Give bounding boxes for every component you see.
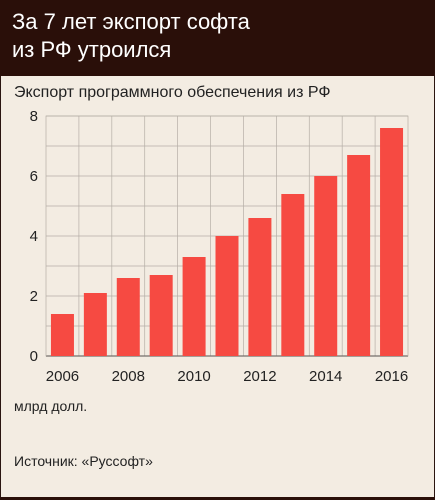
y-tick-label: 8	[30, 108, 38, 125]
x-tick-label: 2014	[309, 368, 342, 385]
x-axis-ticks: 2006 2008 2010 2012 2014 2016	[46, 368, 408, 385]
source-note: Источник: «Руссофт»	[14, 453, 153, 469]
y-tick-label: 0	[30, 348, 38, 365]
bar-2013	[281, 194, 305, 356]
chart-title: Экспорт программного обеспечения из РФ	[14, 84, 331, 101]
x-tick-label: 2008	[112, 368, 145, 385]
bar-2014	[314, 176, 338, 356]
bar-2008	[116, 278, 140, 356]
bar-2010	[182, 257, 206, 356]
title-line-2: из РФ утроился	[12, 37, 172, 62]
bar-2016	[380, 128, 404, 356]
x-tick-label: 2012	[243, 368, 276, 385]
header-band: За 7 лет экспорт софта из РФ утроился	[0, 0, 435, 76]
bar-2015	[347, 155, 371, 356]
y-axis-unit-label: млрд долл.	[14, 398, 88, 414]
bar-2007	[83, 293, 107, 356]
footer-rule	[0, 497, 435, 500]
bar-2012	[248, 218, 272, 356]
y-tick-label: 4	[30, 228, 38, 245]
bar-2009	[149, 275, 173, 356]
x-tick-label: 2016	[375, 368, 408, 385]
x-tick-label: 2006	[46, 368, 79, 385]
title-line-1: За 7 лет экспорт софта	[12, 9, 250, 34]
bar-2006	[50, 314, 74, 356]
y-tick-label: 6	[30, 168, 38, 185]
page-title: За 7 лет экспорт софта из РФ утроился	[12, 8, 422, 64]
y-tick-label: 2	[30, 288, 38, 305]
y-axis-ticks: 0 2 4 6 8	[30, 108, 38, 365]
chart-bars	[50, 128, 404, 356]
bar-2011	[215, 236, 239, 356]
x-tick-label: 2010	[177, 368, 210, 385]
